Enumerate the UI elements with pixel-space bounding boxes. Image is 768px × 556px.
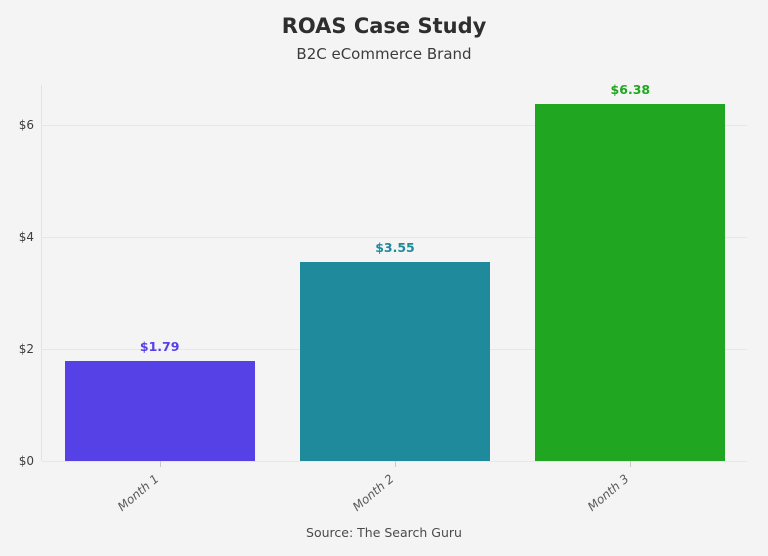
source-attribution: Source: The Search Guru [306, 525, 462, 540]
bar-month-2 [300, 262, 490, 461]
y-axis-tick-label: $2 [18, 342, 34, 356]
x-axis-tick [630, 461, 632, 467]
x-axis-label: Month 3 [585, 471, 632, 514]
x-axis-label: Month 2 [349, 471, 397, 514]
value-label: $6.38 [610, 81, 651, 97]
y-axis-tick-label: $6 [18, 118, 34, 132]
gridline-y-4 [42, 237, 747, 238]
gridline-y-6 [42, 125, 747, 126]
value-label: $1.79 [139, 338, 180, 354]
plot-area: $0 $2 $4 $6 $1.79 Month 1 $3.55 Month 2 $6.38 Mon… [19, 81, 747, 514]
gridline-y-0 [42, 461, 747, 462]
y-axis-tick-label: $4 [18, 230, 34, 244]
bar-month-3 [535, 103, 726, 461]
chart-title: ROAS Case Study [281, 14, 487, 38]
x-axis-tick [395, 461, 396, 467]
bar-month-1 [64, 360, 255, 461]
value-label: $3.55 [375, 240, 415, 256]
x-axis-tick [159, 461, 161, 467]
x-axis-label: Month 1 [114, 471, 162, 514]
y-axis-tick-label: $0 [18, 454, 34, 468]
chart-subtitle: B2C eCommerce Brand [296, 45, 472, 63]
